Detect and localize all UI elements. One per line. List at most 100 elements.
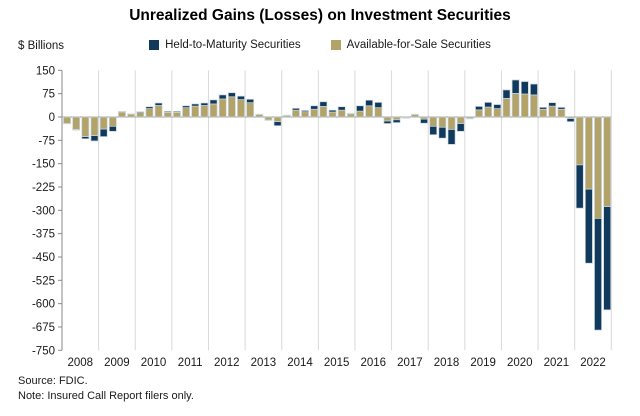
y-tick-label: 75 bbox=[42, 89, 55, 101]
bar-segment-available-for-sale bbox=[173, 111, 181, 118]
bar-segment-held-to-maturity bbox=[273, 121, 282, 127]
bar-segment-available-for-sale bbox=[539, 108, 548, 118]
bar-segment-available-for-sale bbox=[255, 114, 264, 118]
bar-segment-available-for-sale bbox=[246, 102, 255, 118]
held-to-maturity-swatch-icon bbox=[149, 40, 160, 50]
bar-segment-held-to-maturity bbox=[72, 129, 81, 131]
bar-segment-available-for-sale bbox=[63, 116, 71, 124]
bar-segment-available-for-sale bbox=[557, 108, 566, 118]
bar-segment-available-for-sale bbox=[145, 108, 154, 118]
bar-segment-held-to-maturity bbox=[209, 99, 218, 105]
bar-segment-available-for-sale bbox=[383, 116, 392, 122]
bar-segment-held-to-maturity bbox=[493, 104, 502, 109]
legend-label: Held-to-Maturity Securities bbox=[165, 39, 301, 51]
y-tick-label: -450 bbox=[32, 252, 55, 264]
bar-segment-held-to-maturity bbox=[484, 102, 493, 108]
y-tick-label: -75 bbox=[38, 135, 55, 147]
bar-segment-held-to-maturity bbox=[456, 123, 465, 132]
bar-segment-held-to-maturity bbox=[218, 94, 227, 100]
bar-segment-available-for-sale bbox=[136, 112, 145, 118]
bar-segment-held-to-maturity bbox=[319, 101, 328, 107]
bar-segment-held-to-maturity bbox=[81, 136, 90, 140]
bar-segment-available-for-sale bbox=[511, 93, 520, 118]
year-label: 2012 bbox=[214, 357, 240, 369]
bar-segment-available-for-sale bbox=[548, 105, 557, 118]
bar-segment-available-for-sale bbox=[456, 116, 465, 124]
bar-segment-available-for-sale bbox=[108, 116, 117, 127]
bar-segment-available-for-sale bbox=[273, 116, 282, 123]
bar-segment-available-for-sale bbox=[502, 97, 511, 118]
bar-segment-held-to-maturity bbox=[154, 102, 163, 106]
bar-segment-available-for-sale bbox=[200, 105, 209, 118]
chart-title: Unrealized Gains (Losses) on Investment … bbox=[129, 7, 511, 24]
bar-segment-available-for-sale bbox=[227, 96, 236, 118]
bar-segment-available-for-sale bbox=[584, 116, 593, 190]
y-tick-label: -150 bbox=[32, 159, 55, 171]
year-label: 2017 bbox=[397, 357, 423, 369]
bar-segment-held-to-maturity bbox=[99, 128, 108, 137]
bar-segment-held-to-maturity bbox=[548, 102, 557, 107]
year-label: 2015 bbox=[324, 357, 350, 369]
bar-segment-held-to-maturity bbox=[237, 95, 245, 100]
filers-note: Note: Insured Call Report filers only. bbox=[18, 390, 194, 402]
bar-segment-available-for-sale bbox=[475, 109, 483, 118]
bar-segment-held-to-maturity bbox=[90, 135, 99, 142]
year-label: 2016 bbox=[360, 357, 386, 369]
year-label: 2010 bbox=[141, 357, 167, 369]
bar-segment-held-to-maturity bbox=[374, 102, 383, 109]
y-tick-label: -225 bbox=[32, 182, 55, 194]
bar-segment-available-for-sale bbox=[392, 116, 401, 121]
bar-segment-available-for-sale bbox=[301, 111, 309, 118]
bar-segment-available-for-sale bbox=[81, 116, 90, 137]
bar-segment-available-for-sale bbox=[118, 111, 126, 118]
bar-segment-held-to-maturity bbox=[392, 119, 401, 123]
bar-segment-available-for-sale bbox=[356, 110, 364, 118]
bar-segment-held-to-maturity bbox=[337, 106, 346, 111]
y-axis-ticks: 150 75 0 -75 -150 -225 -300 -375 -450 -525 -600 -67… bbox=[32, 65, 62, 357]
bar-segment-held-to-maturity bbox=[163, 111, 172, 113]
y-tick-label: -300 bbox=[32, 205, 55, 217]
y-tick-label: -525 bbox=[32, 275, 55, 287]
bar-segment-available-for-sale bbox=[374, 107, 383, 118]
bar-segment-available-for-sale bbox=[292, 109, 300, 118]
bar-segment-available-for-sale bbox=[154, 105, 163, 118]
year-label: 2014 bbox=[287, 357, 313, 369]
bar-segment-available-for-sale bbox=[127, 113, 136, 118]
bar-segment-held-to-maturity bbox=[539, 107, 548, 110]
bar-segment-held-to-maturity bbox=[584, 188, 593, 264]
source-note: Source: FDIC. bbox=[18, 375, 88, 387]
bar-segment-held-to-maturity bbox=[438, 126, 447, 139]
bar-segment-available-for-sale bbox=[72, 116, 81, 130]
bar-segment-held-to-maturity bbox=[310, 105, 319, 110]
year-gridlines bbox=[61, 70, 612, 351]
bar-segment-held-to-maturity bbox=[429, 125, 438, 136]
bar-segment-held-to-maturity bbox=[447, 129, 456, 145]
bar-segment-held-to-maturity bbox=[530, 83, 538, 96]
y-axis-unit-label: $ Billions bbox=[18, 40, 65, 52]
year-label: 2009 bbox=[104, 357, 130, 369]
bar-segment-held-to-maturity bbox=[173, 111, 181, 113]
y-tick-label: -750 bbox=[32, 345, 55, 357]
bar-segment-available-for-sale bbox=[484, 106, 493, 118]
bar-segment-held-to-maturity bbox=[108, 125, 117, 132]
year-label: 2013 bbox=[251, 357, 277, 369]
bar-segment-held-to-maturity bbox=[301, 110, 309, 113]
bar-segment-available-for-sale bbox=[319, 106, 328, 118]
legend-item-available-for-sale: Available-for-Sale Securities bbox=[330, 39, 491, 51]
y-tick-label: -675 bbox=[32, 322, 55, 334]
bar-segment-held-to-maturity bbox=[383, 120, 392, 124]
bar-segment-available-for-sale bbox=[530, 94, 538, 118]
y-tick-label: 0 bbox=[49, 112, 55, 124]
year-label: 2011 bbox=[178, 357, 203, 369]
bar-segment-available-for-sale bbox=[163, 111, 172, 118]
bar-segment-held-to-maturity bbox=[182, 105, 190, 109]
bar-segment-held-to-maturity bbox=[346, 112, 355, 115]
bar-segment-held-to-maturity bbox=[227, 92, 236, 98]
bar-segment-available-for-sale bbox=[90, 116, 99, 137]
bar-segment-available-for-sale bbox=[575, 116, 584, 166]
year-label: 2021 bbox=[544, 357, 570, 369]
year-label: 2020 bbox=[507, 357, 533, 369]
year-label: 2008 bbox=[68, 357, 94, 369]
bar-segment-available-for-sale bbox=[411, 114, 419, 118]
